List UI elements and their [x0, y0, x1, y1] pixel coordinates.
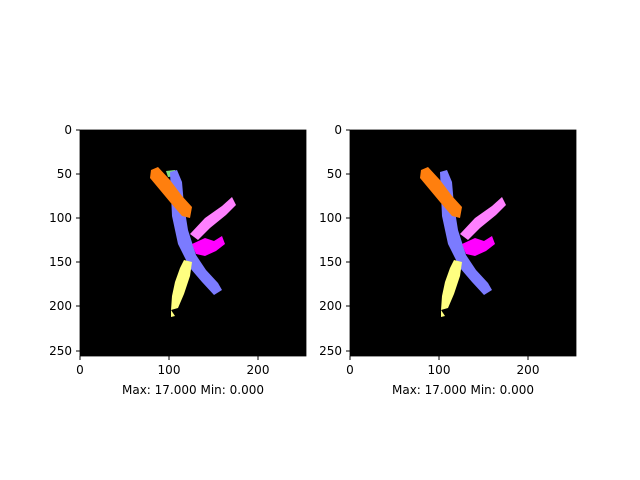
x-tick-label: 100: [428, 363, 451, 377]
segment-overlay: [150, 167, 236, 317]
y-tick-label: 50: [57, 167, 72, 181]
axes-frame: [349, 129, 577, 357]
segment-magenta: [462, 236, 495, 256]
y-tick-label: 50: [327, 167, 342, 181]
segment-yellow: [441, 260, 462, 317]
segment-pink: [190, 197, 236, 240]
segment-yellow: [171, 260, 192, 317]
image-area: [80, 130, 306, 356]
x-tick-label: 200: [517, 363, 540, 377]
segment-orange: [150, 167, 192, 218]
x-axis-label: Max: 17.000 Min: 0.000: [122, 383, 264, 397]
x-tick-label: 0: [346, 363, 354, 377]
y-tick-label: 100: [49, 211, 72, 225]
panel-right: 0 50 100 150 200 250 0 100 200 Max: 17.0…: [319, 123, 577, 397]
x-tick-label: 0: [76, 363, 84, 377]
y-tick-label: 0: [334, 123, 342, 137]
axes-frame: [79, 129, 307, 357]
x-axis: 0 100 200: [346, 356, 539, 377]
x-tick-label: 200: [247, 363, 270, 377]
segment-overlay: [420, 167, 506, 317]
image-area: [350, 130, 576, 356]
y-tick-label: 0: [64, 123, 72, 137]
y-axis: 0 50 100 150 200 250: [49, 123, 80, 358]
segment-orange: [420, 167, 462, 218]
x-tick-label: 100: [158, 363, 181, 377]
y-tick-label: 200: [49, 299, 72, 313]
y-tick-label: 150: [319, 255, 342, 269]
y-tick-label: 250: [319, 344, 342, 358]
y-tick-label: 100: [319, 211, 342, 225]
y-tick-label: 250: [49, 344, 72, 358]
x-axis: 0 100 200: [76, 356, 269, 377]
segment-magenta: [192, 236, 225, 256]
y-tick-label: 150: [49, 255, 72, 269]
y-axis: 0 50 100 150 200 250: [319, 123, 350, 358]
segment-pink: [460, 197, 506, 240]
x-axis-label: Max: 17.000 Min: 0.000: [392, 383, 534, 397]
y-tick-label: 200: [319, 299, 342, 313]
panel-left: 0 50 100 150 200 250 0 100 200 Max: 17.0…: [49, 123, 307, 397]
